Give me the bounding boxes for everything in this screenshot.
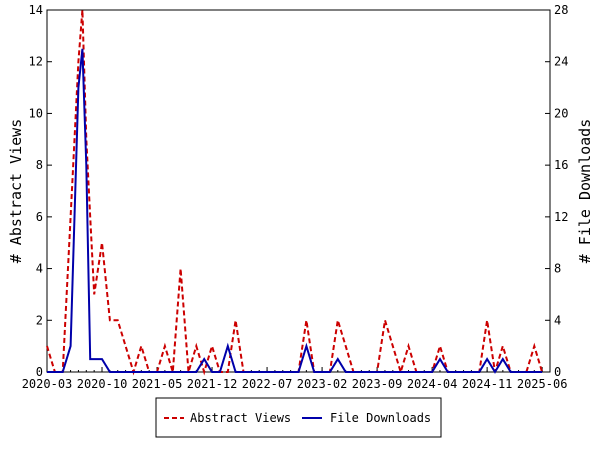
right-axis-title: # File Downloads: [576, 119, 594, 264]
series-line-file-downloads: [47, 48, 543, 374]
left-tick-label: 10: [29, 106, 43, 120]
left-tick-label: 0: [36, 365, 43, 379]
legend-label-file-downloads: File Downloads: [330, 411, 431, 425]
right-tick-label: 12: [554, 210, 568, 224]
left-tick-label: 12: [29, 55, 43, 69]
left-tick-label: 2: [36, 313, 43, 327]
right-tick-label: 16: [554, 158, 568, 172]
left-axis-ticks: 0 2 4 6 8 10 12 14: [29, 3, 52, 379]
left-axis-title: # Abstract Views: [7, 119, 25, 264]
right-tick-label: 20: [554, 106, 568, 120]
right-tick-label: 0: [554, 365, 561, 379]
x-tick-label: 2023-09: [352, 377, 403, 391]
legend: Abstract Views File Downloads: [155, 397, 442, 438]
legend-box: [155, 397, 442, 438]
x-tick-label: 2021-12: [187, 377, 238, 391]
x-tick-label: 2022-07: [242, 377, 293, 391]
x-tick-label: 2025-06: [517, 377, 568, 391]
x-tick-label: 2024-11: [462, 377, 513, 391]
legend-label-abstract-views: Abstract Views: [190, 411, 291, 425]
left-tick-label: 8: [36, 158, 43, 172]
plot-area: [46, 9, 551, 373]
left-tick-label: 14: [29, 3, 43, 17]
right-tick-label: 8: [554, 262, 561, 276]
x-tick-label: 2023-02: [297, 377, 348, 391]
left-tick-label: 6: [36, 210, 43, 224]
x-tick-label: 2024-04: [407, 377, 458, 391]
right-axis-ticks: 0 4 8 12 16 20 24 28: [545, 3, 568, 379]
x-tick-label: 2020-10: [77, 377, 128, 391]
right-tick-label: 4: [554, 313, 561, 327]
series-layer: [46, 9, 544, 376]
x-tick-label: 2020-03: [22, 377, 73, 391]
right-tick-label: 28: [554, 3, 568, 17]
right-tick-label: 24: [554, 55, 568, 69]
left-tick-label: 4: [36, 262, 43, 276]
x-axis-ticks: 2020-03 2020-10 2021-05 2021-12 2022-07 2023-…: [22, 367, 568, 391]
x-tick-label: 2021-05: [132, 377, 183, 391]
